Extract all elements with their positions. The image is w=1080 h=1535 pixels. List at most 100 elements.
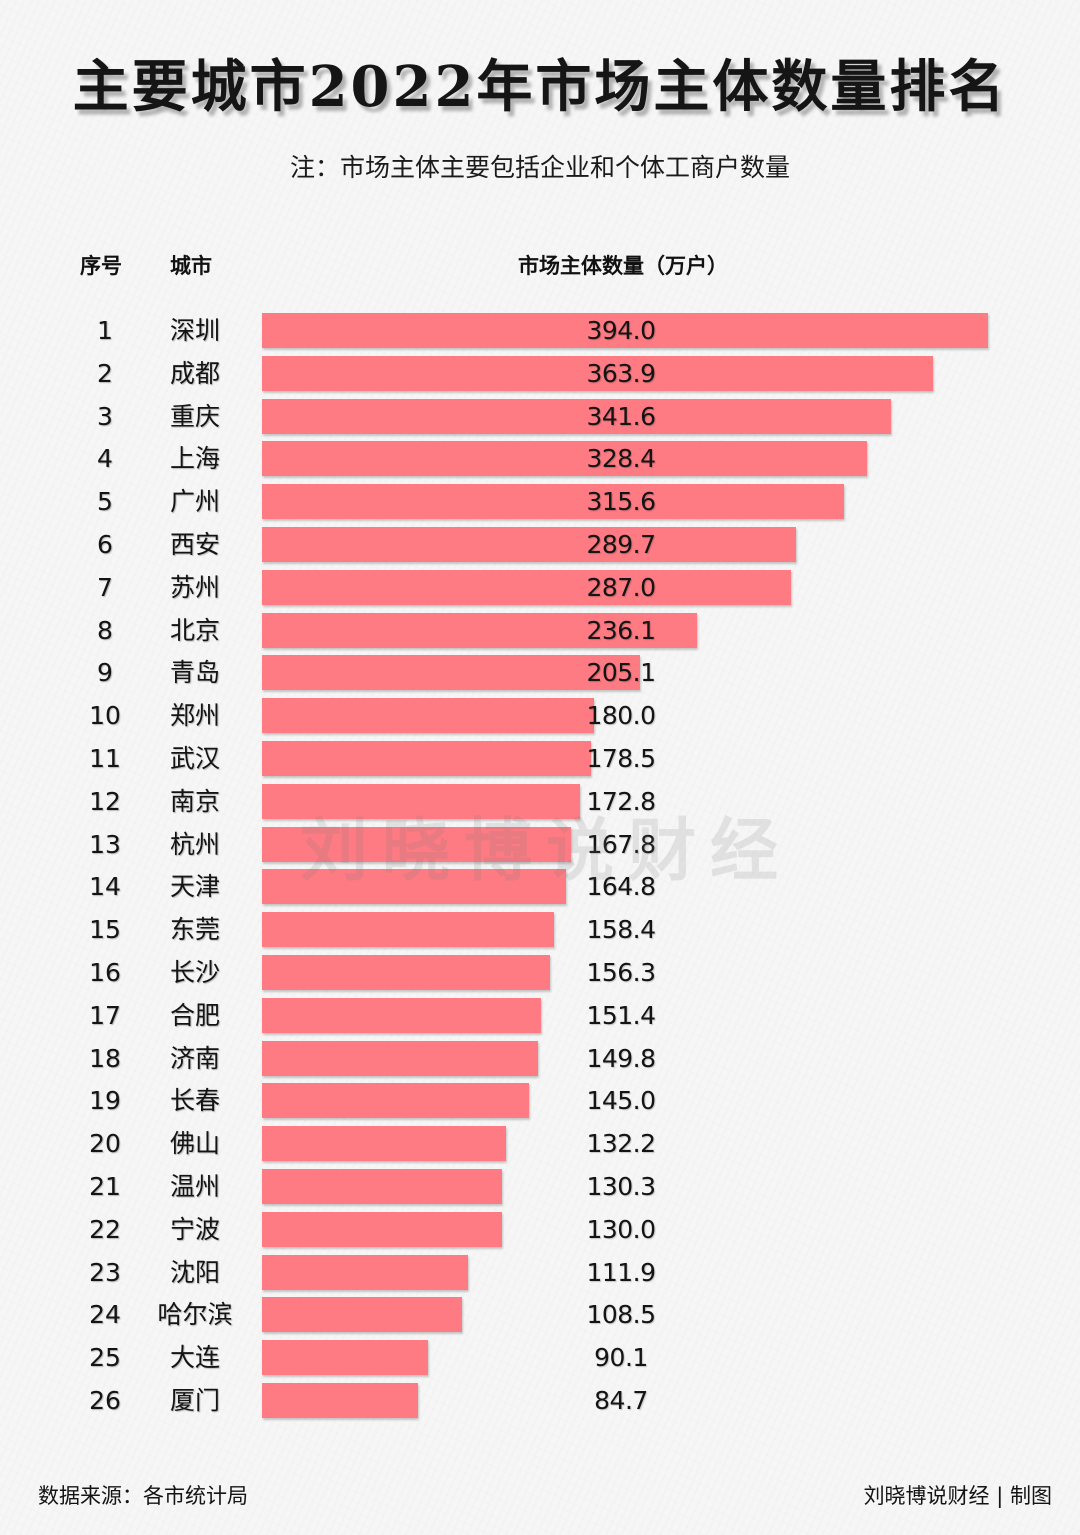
city-label: 青岛 (169, 658, 220, 688)
rank-label: 6 (97, 530, 113, 559)
header-rank: 序号 (80, 254, 122, 278)
table-row: 8 北京 236.1 (0, 612, 1080, 649)
value-label: 164.8 (586, 872, 656, 902)
city-label: 大连 (169, 1343, 220, 1373)
table-row: 3 重庆 341.6 (0, 398, 1080, 435)
value-label: 315.6 (586, 487, 656, 517)
rank-label: 1 (97, 316, 113, 345)
value-label: 394.0 (586, 316, 656, 345)
chart-title: 主要城市2022年市场主体数量排名 (72, 54, 1008, 120)
city-label: 佛山 (169, 1129, 220, 1159)
table-row: 6 西安 289.7 (0, 527, 1080, 563)
value-label: 84.7 (594, 1386, 648, 1415)
value-bar (262, 1254, 468, 1290)
rank-label: 22 (89, 1214, 121, 1244)
table-row: 25 大连 90.1 (0, 1340, 1080, 1376)
value-bar (262, 569, 791, 605)
city-label: 东莞 (169, 915, 220, 945)
city-label: 济南 (169, 1043, 220, 1073)
value-label: 178.5 (586, 744, 656, 773)
value-label: 90.1 (594, 1343, 648, 1373)
value-bar (262, 912, 554, 948)
value-label: 180.0 (586, 701, 656, 731)
value-label: 108.5 (586, 1300, 656, 1330)
city-label: 郑州 (169, 701, 220, 731)
table-row: 19 长春 145.0 (0, 1083, 1080, 1119)
value-label: 289.7 (586, 530, 656, 559)
value-label: 205.1 (586, 658, 656, 688)
city-label: 深圳 (169, 316, 220, 345)
rank-label: 10 (89, 701, 121, 731)
rank-label: 3 (97, 401, 113, 431)
table-row: 9 青岛 205.1 (0, 655, 1080, 691)
city-label: 杭州 (169, 829, 220, 859)
city-label: 宁波 (169, 1214, 220, 1244)
rank-label: 16 (89, 958, 121, 987)
value-bar (262, 741, 591, 776)
header-city: 城市 (170, 254, 212, 278)
city-label: 合肥 (169, 1000, 220, 1030)
city-label: 武汉 (169, 744, 220, 773)
city-label: 厦门 (169, 1386, 220, 1415)
city-label: 苏州 (169, 572, 220, 602)
value-label: 363.9 (586, 358, 656, 388)
table-row: 21 温州 130.3 (0, 1169, 1080, 1205)
value-bar (262, 1211, 502, 1247)
rank-label: 24 (89, 1300, 121, 1330)
table-row: 10 郑州 180.0 (0, 698, 1080, 734)
city-label: 广州 (169, 487, 220, 517)
table-row: 23 沈阳 111.9 (0, 1254, 1080, 1291)
table-row: 4 上海 328.4 (0, 441, 1080, 477)
value-bar (262, 1169, 502, 1204)
value-bar (262, 1126, 506, 1162)
value-bar (262, 612, 697, 648)
value-label: 156.3 (586, 958, 656, 987)
value-label: 167.8 (586, 829, 656, 859)
city-label: 成都 (169, 358, 220, 388)
table-row: 12 南京 172.8 (0, 783, 1080, 820)
rank-label: 13 (89, 829, 121, 859)
table-row: 17 合肥 151.4 (0, 997, 1080, 1034)
value-label: 130.0 (586, 1214, 656, 1244)
rank-label: 20 (89, 1129, 121, 1159)
value-bar (262, 398, 891, 434)
value-bar (262, 826, 571, 862)
value-bar (262, 869, 566, 905)
chart-note: 注：市场主体主要包括企业和个体工商户数量 (289, 153, 790, 182)
value-bar (262, 783, 580, 819)
city-label: 北京 (169, 615, 220, 645)
value-bar (262, 484, 844, 520)
value-label: 130.3 (586, 1172, 656, 1201)
value-bar (262, 1297, 462, 1333)
rank-label: 9 (97, 658, 113, 688)
value-label: 132.2 (586, 1129, 656, 1159)
table-row: 24 哈尔滨 108.5 (0, 1297, 1080, 1333)
rank-label: 8 (97, 615, 113, 645)
value-bar (262, 1340, 428, 1376)
credit: 刘晓博说财经 | 制图 (863, 1484, 1052, 1508)
table-row: 22 宁波 130.0 (0, 1211, 1080, 1248)
table-row: 11 武汉 178.5 (0, 741, 1080, 777)
rank-label: 26 (89, 1386, 121, 1415)
rank-label: 23 (89, 1257, 121, 1287)
value-bar (262, 955, 550, 990)
value-label: 236.1 (586, 615, 656, 645)
value-bar (262, 655, 640, 691)
value-label: 111.9 (586, 1257, 656, 1287)
value-bar (262, 355, 933, 391)
value-bar (262, 997, 541, 1033)
rank-label: 17 (89, 1000, 121, 1030)
value-bar (262, 313, 988, 348)
table-row: 18 济南 149.8 (0, 1040, 1080, 1077)
rank-label: 18 (89, 1043, 121, 1073)
value-bar (262, 1083, 529, 1119)
table-row: 20 佛山 132.2 (0, 1126, 1080, 1162)
value-bar (262, 1383, 418, 1418)
value-label: 287.0 (586, 572, 656, 602)
rank-label: 2 (97, 358, 113, 388)
city-label: 长春 (169, 1086, 220, 1116)
table-row: 7 苏州 287.0 (0, 569, 1080, 606)
rank-label: 14 (89, 872, 121, 902)
value-bar (262, 698, 594, 734)
table-row: 26 厦门 84.7 (0, 1383, 1080, 1419)
